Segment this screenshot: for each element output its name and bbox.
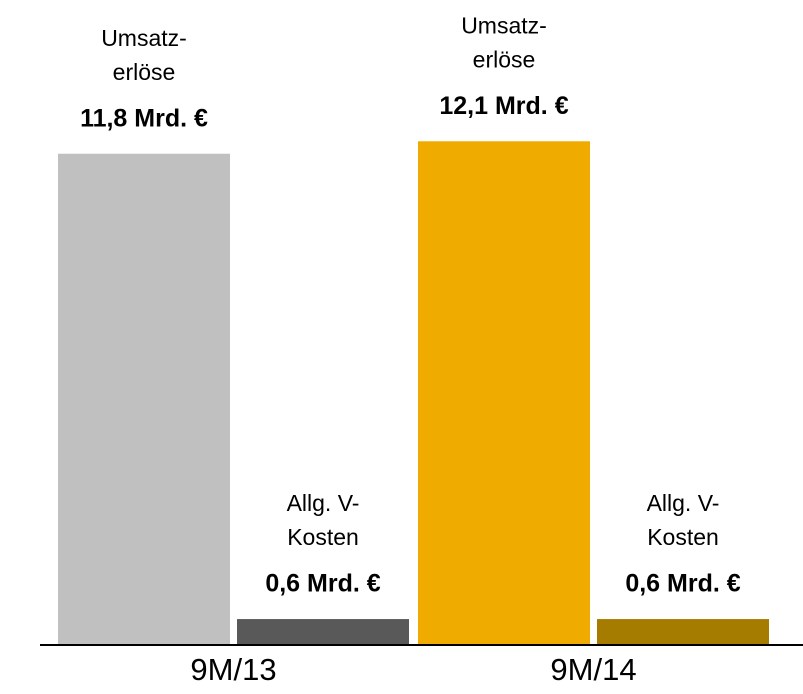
series-label: erlöse — [113, 59, 176, 85]
data-label: 11,8 Mrd. € — [80, 104, 208, 132]
series-label: Umsatz- — [101, 25, 187, 51]
data-label: 12,1 Mrd. € — [439, 92, 568, 120]
series-label: Kosten — [647, 524, 719, 550]
bar — [58, 153, 230, 644]
x-tick-label: 9M/13 — [190, 652, 276, 687]
series-label: Umsatz- — [461, 12, 547, 38]
data-label: 0,6 Mrd. € — [625, 570, 740, 598]
series-label: Kosten — [287, 524, 359, 550]
x-tick-label: 9M/14 — [550, 652, 636, 687]
bar — [237, 619, 409, 644]
data-label: 0,6 Mrd. € — [265, 570, 380, 598]
series-label: Allg. V- — [647, 490, 720, 516]
series-label: Allg. V- — [287, 490, 360, 516]
bar — [418, 141, 590, 644]
series-label: erlöse — [473, 46, 536, 72]
bar — [597, 619, 769, 644]
